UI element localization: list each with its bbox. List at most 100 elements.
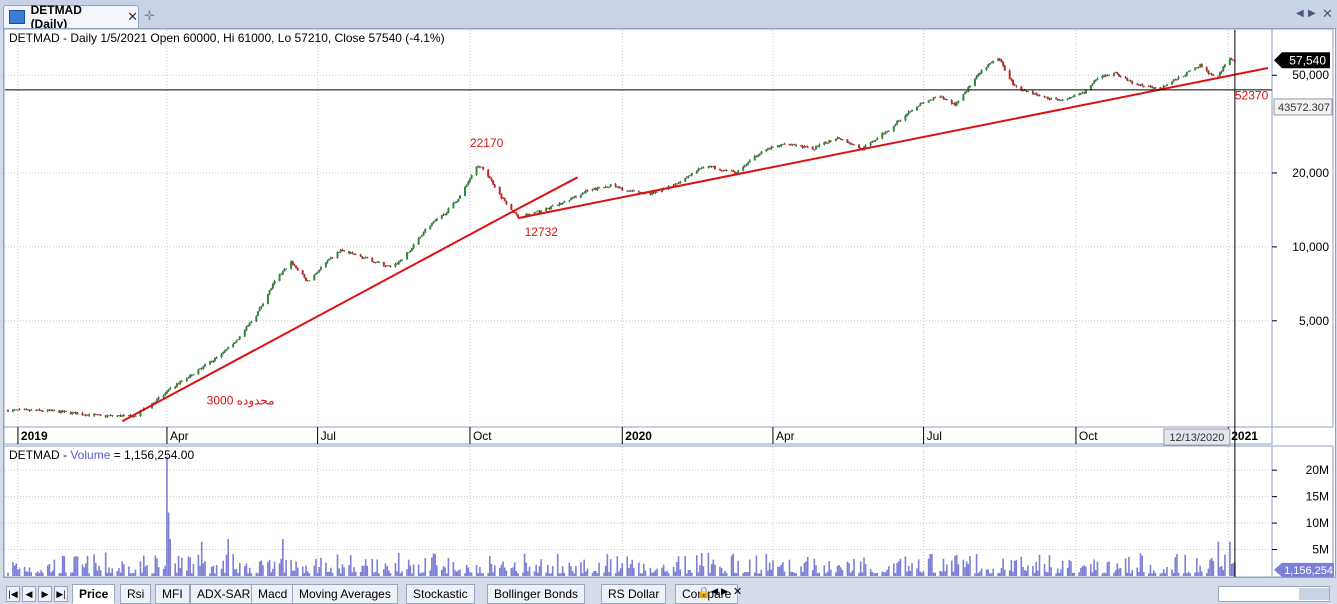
volume-bar: [17, 569, 19, 576]
tab-mfi[interactable]: MFI: [155, 584, 190, 604]
candle-body: [301, 270, 304, 275]
scroll-right-icon-bottom[interactable]: ▶: [721, 586, 728, 596]
candle-body: [818, 144, 821, 147]
volume-bar: [30, 572, 32, 576]
candle-body: [1033, 93, 1036, 95]
nav-button[interactable]: |◀: [6, 586, 20, 602]
candle-body: [957, 100, 960, 103]
volume-bar: [1126, 572, 1129, 576]
candle-body: [1035, 93, 1038, 95]
volume-bar: [719, 566, 721, 576]
candle-body: [652, 192, 655, 193]
volume-bar: [445, 573, 448, 576]
volume-bar: [46, 565, 49, 576]
candle-body: [11, 409, 14, 412]
candle-body: [351, 252, 354, 254]
volume-bar: [1205, 573, 1208, 576]
nav-button[interactable]: ▶: [38, 586, 52, 602]
candle-body: [232, 343, 235, 347]
candle-body: [493, 184, 496, 188]
candle-body: [1232, 59, 1235, 61]
candle-body: [64, 411, 67, 413]
candle-body: [1116, 72, 1119, 75]
candle-body: [720, 170, 723, 171]
candle-body: [778, 145, 781, 147]
candle-body: [7, 410, 9, 412]
volume-bar: [743, 572, 746, 576]
tab-rs-dollar[interactable]: RS Dollar: [601, 584, 667, 604]
candle-body: [540, 210, 543, 213]
volume-bar: [452, 561, 455, 576]
candle-body: [1078, 93, 1081, 95]
volume-bar: [790, 571, 792, 576]
scrollbar-thumb[interactable]: [1299, 588, 1329, 600]
volume-bar: [239, 562, 241, 576]
candle-body: [407, 252, 410, 254]
tab-stockastic[interactable]: Stockastic: [406, 584, 475, 604]
volume-bar: [157, 567, 160, 576]
volume-bar: [121, 561, 124, 576]
volume-bar: [720, 568, 723, 576]
candle-body: [152, 402, 155, 404]
nav-button[interactable]: ▶|: [54, 586, 68, 602]
candle-body: [753, 155, 756, 161]
volume-bar: [285, 559, 287, 576]
candle-body: [280, 274, 283, 276]
scroll-right-icon[interactable]: ▶: [1308, 8, 1316, 19]
scroll-left-icon-bottom[interactable]: ◀: [711, 586, 718, 596]
candle-body: [417, 238, 420, 245]
candle-body: [839, 138, 842, 140]
candle-body: [1200, 64, 1203, 68]
candle-body: [1159, 87, 1162, 89]
candle-body: [533, 212, 536, 215]
candle-body: [793, 144, 796, 146]
tab-adx-sar[interactable]: ADX-SAR: [190, 584, 258, 604]
lock-icon[interactable]: 🔒: [697, 587, 711, 599]
volume-bar: [583, 559, 585, 576]
close-window-icon[interactable]: ✕: [1322, 6, 1333, 21]
volume-bar: [98, 565, 100, 576]
close-icon[interactable]: ✕: [733, 586, 743, 598]
candle-body: [1000, 59, 1003, 63]
tab-moving-averages[interactable]: Moving Averages: [292, 584, 398, 604]
volume-bar: [570, 566, 572, 576]
candle-body: [872, 140, 875, 142]
candle-body: [293, 264, 296, 266]
volume-bar: [656, 568, 658, 576]
volume-bar: [753, 572, 756, 576]
volume-bar: [1210, 557, 1213, 576]
chart-document-tab[interactable]: DETMAD (Daily) ✕: [3, 3, 139, 31]
volume-bar: [27, 571, 29, 576]
candle-body: [899, 120, 902, 122]
candle-body: [86, 414, 89, 416]
candle-body: [490, 178, 493, 181]
candle-body: [990, 62, 993, 64]
candle-body: [26, 409, 29, 411]
volume-bar: [826, 571, 829, 576]
candle-body: [336, 252, 339, 258]
volume-bar: [1224, 554, 1226, 576]
volume-bar: [1199, 565, 1201, 576]
candle-body: [677, 183, 680, 184]
tab-rsi[interactable]: Rsi: [120, 584, 152, 604]
tab-macd[interactable]: Macd: [251, 584, 295, 604]
tab-bollinger-bonds[interactable]: Bollinger Bonds: [487, 584, 586, 604]
chart-canvas[interactable]: 50,000 20,000 10,000 5,000 57,540 20M 15M 10M 5…: [0, 0, 1337, 583]
tab-price[interactable]: Price: [72, 584, 116, 604]
scroll-left-icon[interactable]: ◀: [1296, 8, 1304, 19]
candle-body: [975, 76, 978, 80]
close-tab-icon[interactable]: ✕: [127, 9, 138, 24]
new-tab-icon[interactable]: ✛: [144, 8, 155, 23]
candle-body: [179, 381, 182, 384]
candle-body: [169, 388, 172, 390]
volume-bar: [768, 562, 771, 576]
volume-bar: [1222, 570, 1225, 576]
candle-body: [316, 271, 319, 274]
volume-bar: [295, 561, 297, 576]
horizontal-scrollbar[interactable]: [1218, 586, 1330, 602]
volume-bar: [1078, 572, 1081, 576]
nav-button[interactable]: ◀: [22, 586, 36, 602]
volume-bar: [929, 554, 932, 576]
candle-body: [366, 257, 369, 259]
candle-body: [906, 113, 909, 116]
